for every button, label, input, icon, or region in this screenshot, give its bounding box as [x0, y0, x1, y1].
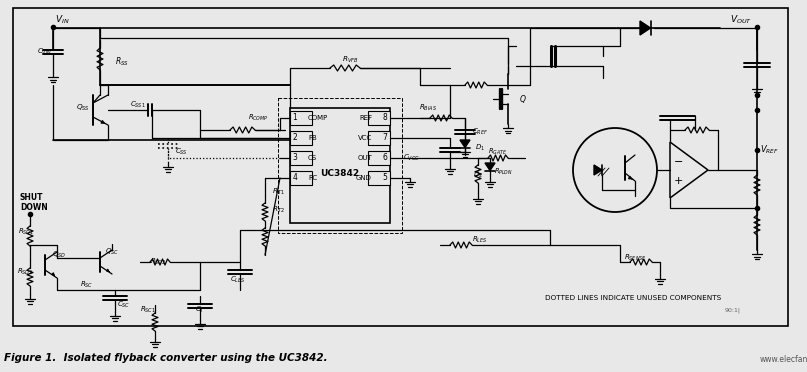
- Text: $R_{GATE}$: $R_{GATE}$: [488, 147, 508, 157]
- Text: DOWN: DOWN: [20, 202, 48, 212]
- Text: REF: REF: [359, 115, 372, 121]
- Bar: [290, 151, 312, 165]
- Polygon shape: [640, 21, 650, 35]
- Text: $C_T$: $C_T$: [195, 305, 205, 315]
- Bar: [368, 151, 390, 165]
- Circle shape: [573, 128, 657, 212]
- Bar: [290, 111, 312, 125]
- Text: SHUT: SHUT: [20, 193, 44, 202]
- Text: $C_{VCC}$: $C_{VCC}$: [403, 153, 420, 163]
- Text: $V_{OUT}$: $V_{OUT}$: [730, 14, 752, 26]
- Text: $+$: $+$: [673, 174, 683, 186]
- Text: $Q$: $Q$: [519, 93, 527, 105]
- Bar: [13, 8, 788, 326]
- Bar: [278, 98, 402, 233]
- Text: $R_{SC}$: $R_{SC}$: [80, 280, 94, 290]
- Text: $R_{SD2}$: $R_{SD2}$: [17, 267, 33, 277]
- Text: $R_{BIAS}$: $R_{BIAS}$: [419, 103, 437, 113]
- Text: OUT: OUT: [358, 155, 372, 161]
- Text: $C_{LES}$: $C_{LES}$: [230, 275, 245, 285]
- Text: 90:1|: 90:1|: [725, 307, 741, 313]
- Text: $R_{T1}$: $R_{T1}$: [272, 187, 284, 197]
- Text: $V_{IN}$: $V_{IN}$: [55, 14, 69, 26]
- Text: 3: 3: [293, 154, 298, 163]
- Text: Figure 1.  Isolated flyback converter using the UC3842.: Figure 1. Isolated flyback converter usi…: [4, 353, 328, 363]
- Text: 2: 2: [293, 134, 297, 142]
- Text: RC: RC: [308, 175, 317, 181]
- Text: $C_{REF}$: $C_{REF}$: [472, 127, 488, 137]
- Text: 7: 7: [383, 134, 387, 142]
- Text: 4: 4: [293, 173, 298, 183]
- Text: DOTTED LINES INDICATE UNUSED COMPONENTS: DOTTED LINES INDICATE UNUSED COMPONENTS: [545, 295, 721, 301]
- Bar: [290, 108, 390, 223]
- Text: $Q_{SS}$: $Q_{SS}$: [76, 103, 90, 113]
- Text: UC3842: UC3842: [320, 169, 360, 178]
- Text: $R_{T2}$: $R_{T2}$: [272, 205, 284, 215]
- Polygon shape: [594, 165, 602, 175]
- Text: FB: FB: [308, 135, 317, 141]
- Polygon shape: [485, 163, 495, 170]
- Text: 6: 6: [383, 154, 387, 163]
- Text: 1: 1: [293, 113, 297, 122]
- Text: $R_{SENSE}$: $R_{SENSE}$: [624, 253, 646, 263]
- Bar: [368, 111, 390, 125]
- Text: $C_{SS}$: $C_{SS}$: [175, 147, 188, 157]
- Text: $R_{COMP}$: $R_{COMP}$: [248, 113, 268, 123]
- Text: $R_{PLDN}$: $R_{PLDN}$: [494, 167, 512, 177]
- Text: $D_2$: $D_2$: [473, 170, 483, 180]
- Text: $R_{LES}$: $R_{LES}$: [472, 235, 487, 245]
- Bar: [290, 131, 312, 145]
- Bar: [368, 171, 390, 185]
- Text: www.elecfans.com: www.elecfans.com: [760, 356, 807, 365]
- Text: $-$: $-$: [673, 155, 683, 165]
- Polygon shape: [460, 140, 470, 148]
- Text: $R_{SC1}$: $R_{SC1}$: [140, 305, 156, 315]
- Text: $C_{VIN}$: $C_{VIN}$: [37, 47, 52, 57]
- Text: 8: 8: [383, 113, 387, 122]
- Text: $V_{REF}$: $V_{REF}$: [760, 144, 779, 156]
- Text: $C_{SC}$: $C_{SC}$: [117, 300, 131, 310]
- Text: COMP: COMP: [308, 115, 328, 121]
- Text: $R_{SD1}$: $R_{SD1}$: [18, 227, 35, 237]
- Bar: [368, 131, 390, 145]
- Text: 5: 5: [383, 173, 387, 183]
- Text: $D_1$: $D_1$: [475, 143, 485, 153]
- Polygon shape: [670, 142, 708, 198]
- Text: $C_{SS1}$: $C_{SS1}$: [130, 100, 146, 110]
- Text: $Q_{SD}$: $Q_{SD}$: [52, 250, 66, 260]
- Text: CS: CS: [308, 155, 317, 161]
- Text: GND: GND: [356, 175, 372, 181]
- Text: $R_{SC2}$: $R_{SC2}$: [150, 257, 166, 267]
- Text: $R_{SS}$: $R_{SS}$: [115, 56, 129, 68]
- Bar: [290, 171, 312, 185]
- Text: $R_{VFB}$: $R_{VFB}$: [341, 55, 358, 65]
- Text: VCC: VCC: [358, 135, 372, 141]
- Text: $Q_{SC}$: $Q_{SC}$: [105, 247, 119, 257]
